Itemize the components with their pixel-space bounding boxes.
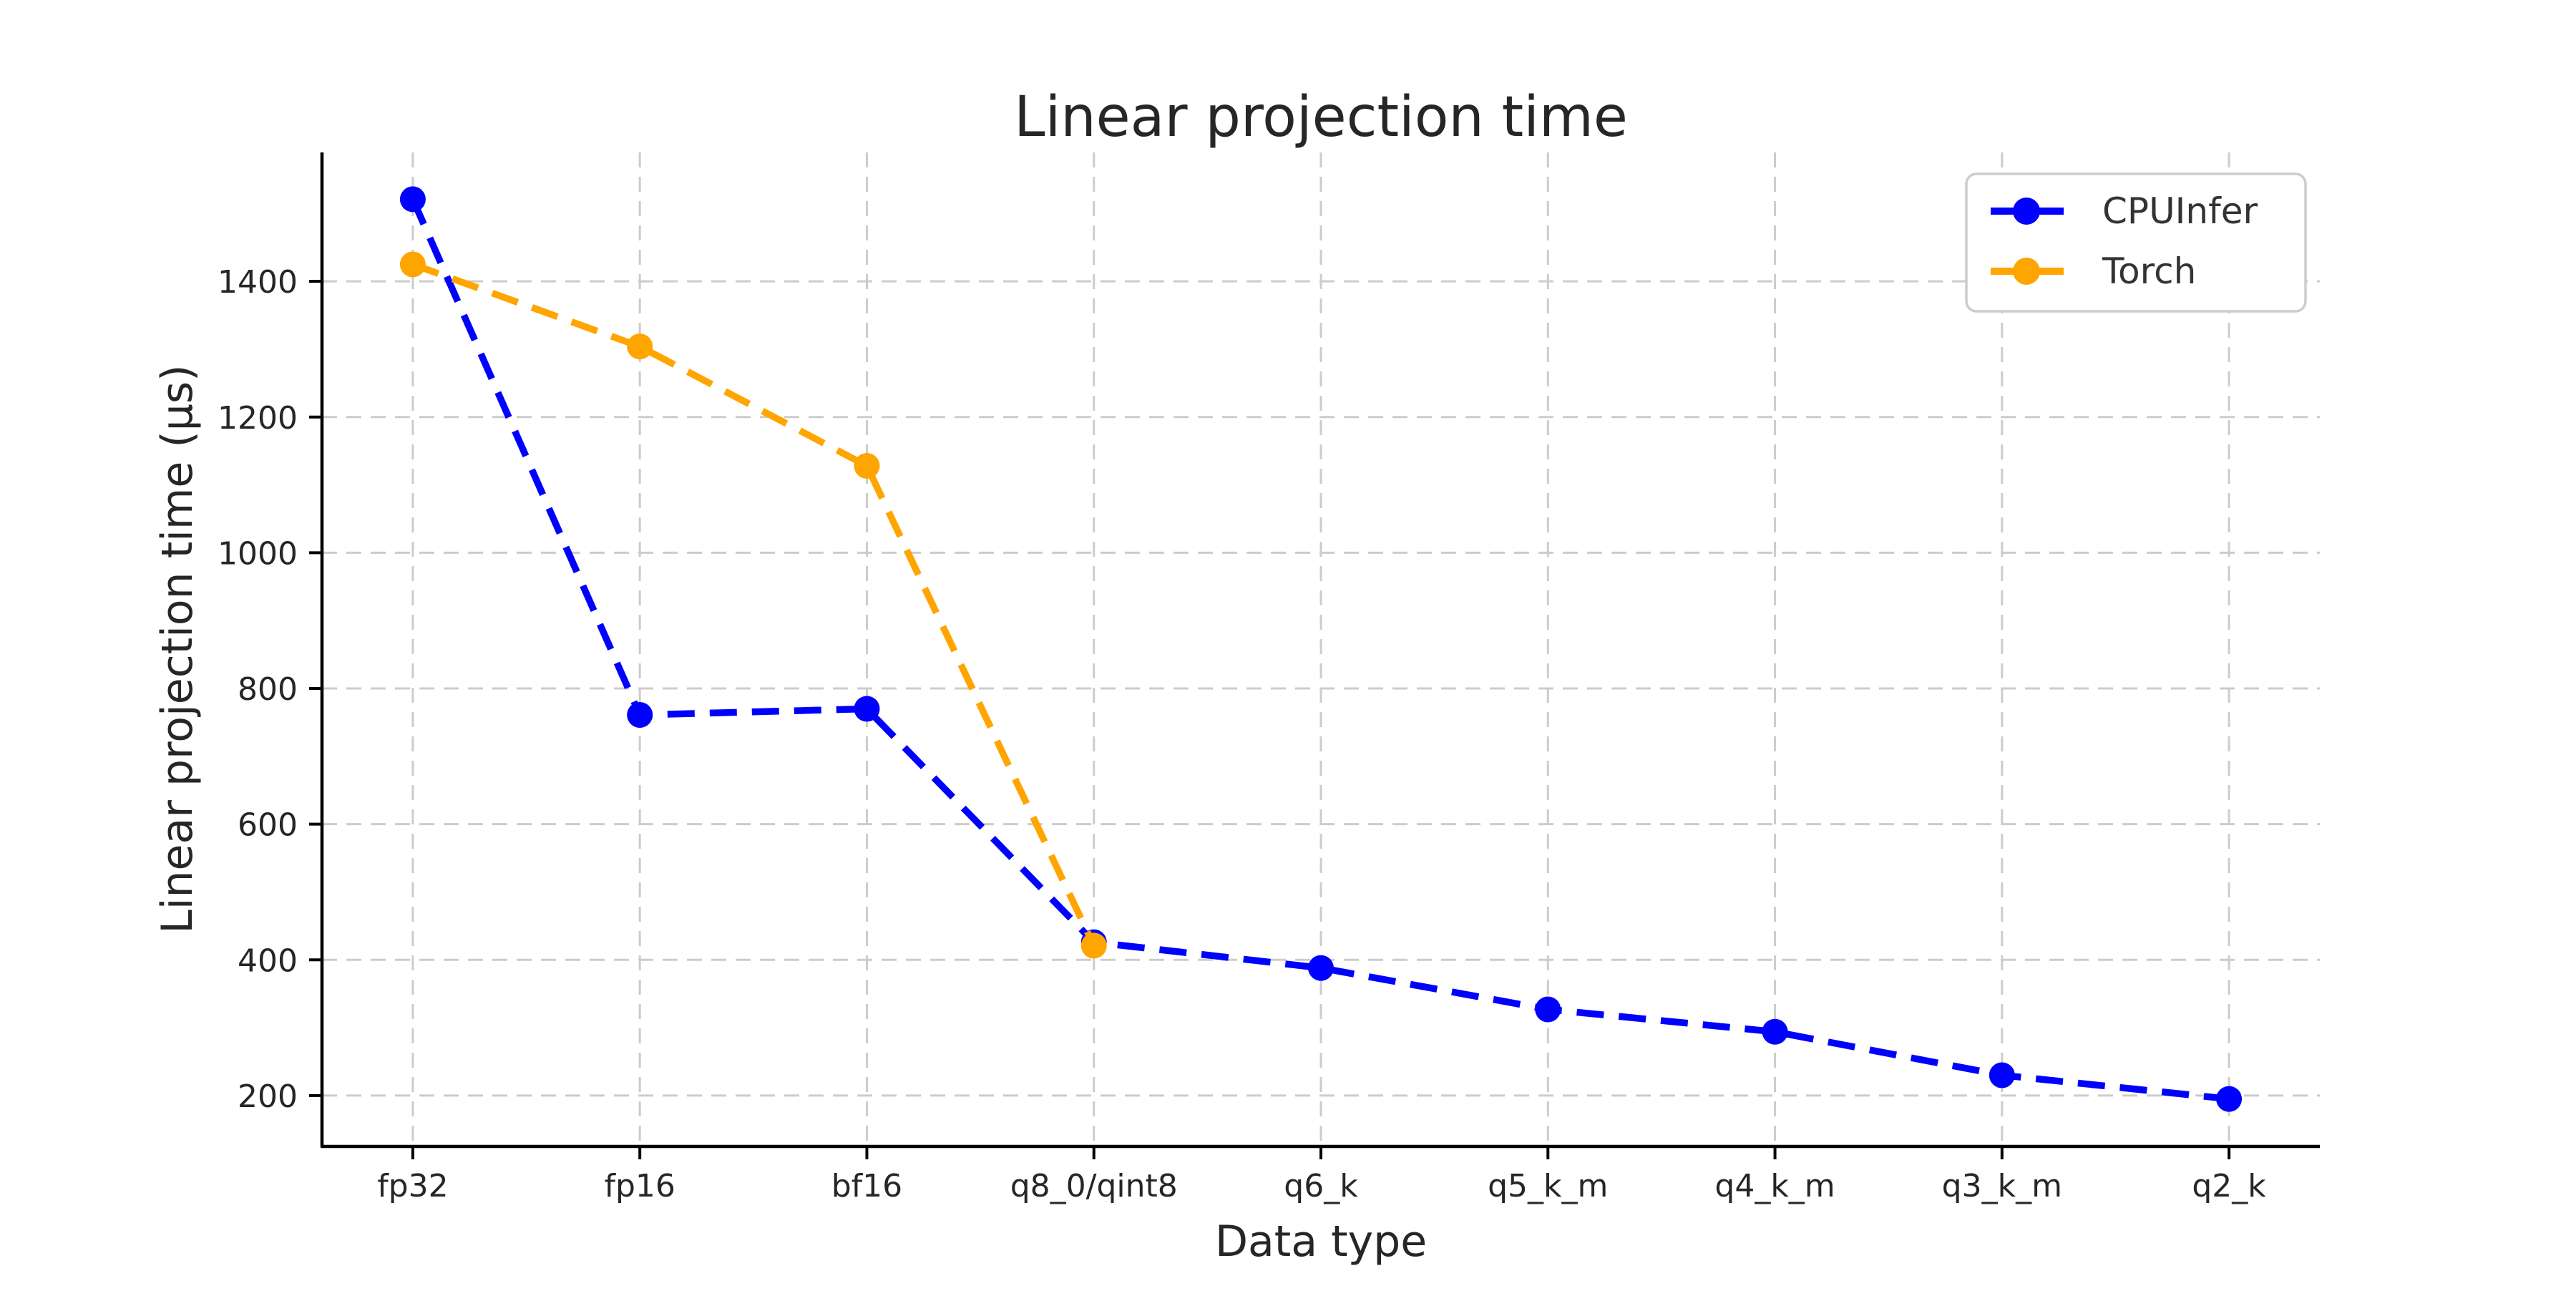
y-tick-label: 1200	[218, 400, 298, 437]
x-tick-label: q3_k_m	[1942, 1168, 2062, 1204]
y-tick-label: 200	[238, 1078, 298, 1115]
y-tick-label: 1000	[218, 535, 298, 572]
y-tick-label: 1400	[218, 264, 298, 301]
legend: CPUInfer Torch	[1965, 172, 2307, 313]
data-point-marker-cpuinfer	[1989, 1062, 2015, 1088]
series-line-cpuinfer	[409, 198, 2230, 1103]
data-point-marker-cpuinfer	[2216, 1086, 2243, 1112]
data-point-marker-cpuinfer	[1535, 996, 1561, 1023]
legend-label-cpuinfer: CPUInfer	[2102, 190, 2258, 232]
tick-label-layer: 200 400 600 800 1000 1200 1400 fp32 fp16 bf16 q8_0…	[218, 264, 2266, 1204]
chart-title: Linear projection time	[1014, 85, 1628, 150]
data-point-marker-cpuinfer	[1762, 1018, 1788, 1045]
data-point-marker-torch	[399, 251, 426, 278]
data-point-marker-cpuinfer	[1308, 955, 1334, 981]
series-line-torch	[411, 260, 1097, 947]
legend-marker-torch	[2013, 258, 2040, 285]
legend-entry-cpuinfer: CPUInfer	[1991, 190, 2258, 232]
x-tick-label: fp16	[604, 1168, 675, 1204]
data-point-marker-cpuinfer	[627, 701, 653, 728]
x-axis-title: Data type	[1215, 1217, 1427, 1267]
y-axis-title: Linear projection time (μs)	[152, 364, 203, 933]
data-point-marker-cpuinfer	[854, 696, 880, 722]
x-tick-label: q4_k_m	[1714, 1168, 1835, 1204]
x-tick-label: bf16	[831, 1168, 902, 1204]
y-tick-label: 400	[238, 942, 298, 979]
axes-layer	[309, 152, 2320, 1159]
legend-label-torch: Torch	[2102, 250, 2196, 292]
data-point-marker-cpuinfer	[399, 186, 426, 213]
x-tick-label: q2_k	[2192, 1168, 2266, 1204]
series-layer	[399, 186, 2243, 1112]
y-tick-label: 600	[238, 807, 298, 844]
x-tick-label: q6_k	[1284, 1168, 1358, 1204]
data-point-marker-torch	[1080, 932, 1107, 959]
x-tick-label: q5_k_m	[1488, 1168, 1608, 1204]
legend-entry-torch: Torch	[1991, 250, 2196, 292]
x-tick-label: q8_0/qint8	[1010, 1168, 1178, 1204]
legend-marker-cpuinfer	[2013, 198, 2040, 225]
data-point-marker-torch	[854, 453, 880, 479]
data-point-marker-torch	[627, 333, 653, 360]
x-tick-label: fp32	[377, 1168, 448, 1204]
y-tick-label: 800	[238, 671, 298, 708]
grid-layer	[322, 152, 2320, 1146]
